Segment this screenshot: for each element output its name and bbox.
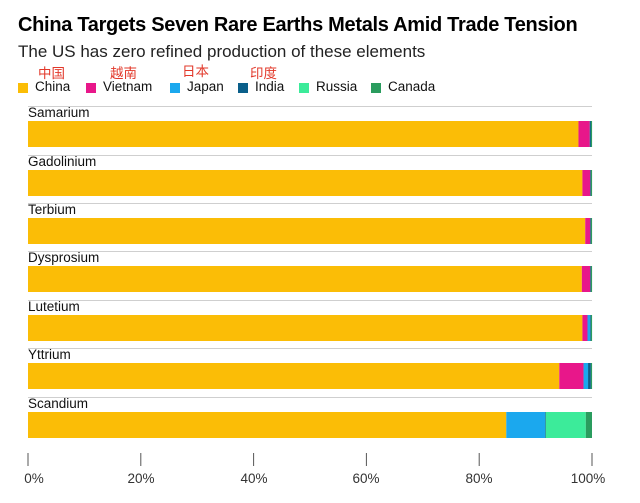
bar-terbium-vietnam bbox=[585, 218, 591, 244]
row-rule bbox=[28, 203, 592, 204]
bar-lutetium-vietnam bbox=[582, 315, 588, 341]
x-tick-label: 80% bbox=[465, 471, 493, 486]
bar-gadolinium-canada bbox=[590, 170, 593, 196]
bar-yttrium-vietnam bbox=[559, 363, 584, 389]
bar-scandium-canada bbox=[585, 412, 592, 438]
legend-label-india: India bbox=[255, 79, 285, 94]
bar-dysprosium-vietnam bbox=[581, 266, 591, 292]
bar-yttrium-canada bbox=[590, 363, 593, 389]
bar-terbium-china bbox=[28, 218, 586, 244]
legend-swatch-canada bbox=[371, 83, 381, 93]
legend-label-canada: Canada bbox=[388, 79, 436, 94]
row-rule bbox=[28, 348, 592, 349]
legend-swatch-china bbox=[18, 83, 28, 93]
x-tick-label: 60% bbox=[352, 471, 380, 486]
category-label-yttrium: Yttrium bbox=[28, 347, 71, 362]
bar-samarium-india bbox=[589, 121, 591, 147]
legend-label-china: China bbox=[35, 79, 71, 94]
bar-scandium-russia bbox=[545, 412, 586, 438]
legend-swatch-vietnam bbox=[86, 83, 96, 93]
legend-label-russia: Russia bbox=[316, 79, 358, 94]
bar-terbium-canada bbox=[590, 218, 593, 244]
bar-samarium-china bbox=[28, 121, 579, 147]
category-label-lutetium: Lutetium bbox=[28, 299, 80, 314]
legend-note-japan: 日本 bbox=[182, 64, 209, 80]
category-label-gadolinium: Gadolinium bbox=[28, 154, 97, 169]
legend-note-china: 中国 bbox=[38, 66, 65, 82]
bar-yttrium-india bbox=[588, 363, 591, 389]
bar-scandium-china bbox=[28, 412, 507, 438]
bar-yttrium-china bbox=[28, 363, 560, 389]
bar-lutetium-canada bbox=[590, 315, 593, 341]
legend: China 中国 Vietnam 越南 Japan 日本 India 印度 Ru… bbox=[0, 0, 640, 100]
row-rule bbox=[28, 251, 592, 252]
x-tick-label: 40% bbox=[240, 471, 268, 486]
chart-title: China Targets Seven Rare Earths Metals A… bbox=[18, 14, 578, 36]
x-tick-label: 0% bbox=[24, 471, 44, 486]
row-rule bbox=[28, 300, 592, 301]
bar-yttrium-japan bbox=[583, 363, 589, 389]
bar-lutetium-china bbox=[28, 315, 583, 341]
row-rule bbox=[28, 397, 592, 398]
legend-swatch-russia bbox=[299, 83, 309, 93]
bar-samarium-canada bbox=[590, 121, 593, 147]
bar-scandium-japan bbox=[506, 412, 546, 438]
category-label-samarium: Samarium bbox=[28, 105, 90, 120]
legend-swatch-japan bbox=[170, 83, 180, 93]
legend-label-vietnam: Vietnam bbox=[103, 79, 153, 94]
chart-subtitle: The US has zero refined production of th… bbox=[18, 42, 426, 61]
category-label-dysprosium: Dysprosium bbox=[28, 250, 100, 265]
x-tick-label: 20% bbox=[127, 471, 155, 486]
bar-gadolinium-vietnam bbox=[582, 170, 591, 196]
legend-note-india: 印度 bbox=[250, 66, 277, 82]
row-rule bbox=[28, 106, 592, 107]
row-rule bbox=[28, 155, 592, 156]
legend-note-vietnam: 越南 bbox=[110, 66, 137, 82]
category-label-scandium: Scandium bbox=[28, 396, 89, 411]
bar-lutetium-japan bbox=[587, 315, 591, 341]
legend-swatch-india bbox=[238, 83, 248, 93]
bar-samarium-vietnam bbox=[578, 121, 590, 147]
legend-label-japan: Japan bbox=[187, 79, 224, 94]
bar-dysprosium-canada bbox=[590, 266, 593, 292]
bar-dysprosium-china bbox=[28, 266, 582, 292]
category-label-terbium: Terbium bbox=[28, 202, 77, 217]
bar-gadolinium-china bbox=[28, 170, 583, 196]
x-tick-label: 100% bbox=[570, 471, 606, 486]
